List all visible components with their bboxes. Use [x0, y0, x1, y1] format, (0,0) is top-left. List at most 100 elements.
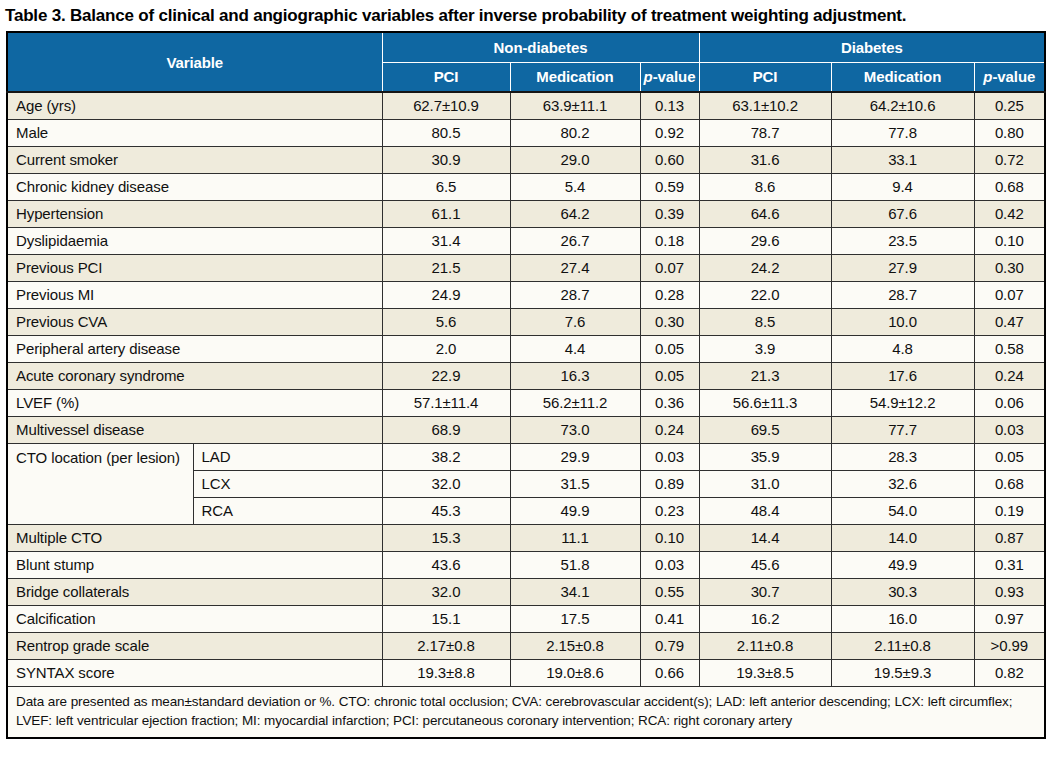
column-header-pvalue-nondiabetes: p-value: [640, 62, 699, 92]
cell-value: 30.7: [699, 578, 831, 605]
cell-value: 0.93: [974, 578, 1045, 605]
cell-value: 0.42: [974, 200, 1045, 227]
cell-value: 22.9: [382, 362, 510, 389]
cell-value: 0.19: [974, 497, 1045, 524]
cell-value: 49.9: [831, 551, 974, 578]
cell-value: 19.3±8.8: [382, 659, 510, 686]
cell-value: 7.6: [510, 308, 640, 335]
cell-value: 0.18: [640, 227, 699, 254]
cell-value: 67.6: [831, 200, 974, 227]
cell-value: 27.4: [510, 254, 640, 281]
cell-value: 63.1±10.2: [699, 92, 831, 119]
cell-value: 0.24: [640, 416, 699, 443]
cell-value: 69.5: [699, 416, 831, 443]
cell-value: 0.97: [974, 605, 1045, 632]
cell-value: 0.39: [640, 200, 699, 227]
cell-value: 14.4: [699, 524, 831, 551]
row-label: Current smoker: [7, 146, 382, 173]
table-row: SYNTAX score19.3±8.819.0±8.60.6619.3±8.5…: [7, 659, 1045, 686]
cell-value: 0.89: [640, 470, 699, 497]
cell-value: 0.58: [974, 335, 1045, 362]
sub-row-label: RCA: [193, 497, 382, 524]
row-label: Chronic kidney disease: [7, 173, 382, 200]
cell-value: 57.1±11.4: [382, 389, 510, 416]
table-row: Previous CVA5.67.60.308.510.00.47: [7, 308, 1045, 335]
column-header-medication-diabetes: Medication: [831, 62, 974, 92]
cell-value: 4.4: [510, 335, 640, 362]
cell-value: >0.99: [974, 632, 1045, 659]
table-row: Previous MI24.928.70.2822.028.70.07: [7, 281, 1045, 308]
cell-value: 48.4: [699, 497, 831, 524]
cell-value: 21.5: [382, 254, 510, 281]
cell-value: 31.5: [510, 470, 640, 497]
row-label: Bridge collaterals: [7, 578, 382, 605]
cell-value: 2.11±0.8: [831, 632, 974, 659]
cell-value: 49.9: [510, 497, 640, 524]
column-header-pvalue-diabetes: p-value: [974, 62, 1045, 92]
cell-value: 63.9±11.1: [510, 92, 640, 119]
cell-value: 43.6: [382, 551, 510, 578]
cell-value: 0.55: [640, 578, 699, 605]
column-header-pci-nondiabetes: PCI: [382, 62, 510, 92]
table-row: Age (yrs)62.7±10.963.9±11.10.1363.1±10.2…: [7, 92, 1045, 119]
cell-value: 26.7: [510, 227, 640, 254]
cell-value: 34.1: [510, 578, 640, 605]
cell-value: 0.03: [640, 551, 699, 578]
row-label: Rentrop grade scale: [7, 632, 382, 659]
cell-value: 0.30: [974, 254, 1045, 281]
table-row: Peripheral artery disease2.04.40.053.94.…: [7, 335, 1045, 362]
cell-value: 45.3: [382, 497, 510, 524]
cell-value: 54.9±12.2: [831, 389, 974, 416]
row-label: LVEF (%): [7, 389, 382, 416]
cell-value: 31.0: [699, 470, 831, 497]
cell-value: 9.4: [831, 173, 974, 200]
cell-value: 0.87: [974, 524, 1045, 551]
cell-value: 24.2: [699, 254, 831, 281]
cell-value: 0.47: [974, 308, 1045, 335]
cell-value: 32.0: [382, 578, 510, 605]
cell-value: 0.66: [640, 659, 699, 686]
row-label: Previous PCI: [7, 254, 382, 281]
p-rest: -value: [992, 68, 1035, 85]
table-header: Variable Non-diabetes Diabetes PCI Medic…: [7, 32, 1045, 92]
cell-value: 0.23: [640, 497, 699, 524]
cell-value: 15.1: [382, 605, 510, 632]
cell-value: 31.6: [699, 146, 831, 173]
cell-value: 8.6: [699, 173, 831, 200]
group-header-non-diabetes: Non-diabetes: [382, 32, 699, 62]
cell-value: 29.9: [510, 443, 640, 470]
row-label: Blunt stump: [7, 551, 382, 578]
p-rest: -value: [653, 68, 696, 85]
cell-value: 38.2: [382, 443, 510, 470]
cell-value: 19.0±8.6: [510, 659, 640, 686]
group-header-diabetes: Diabetes: [699, 32, 1045, 62]
cell-value: 0.05: [640, 335, 699, 362]
cell-value: 0.06: [974, 389, 1045, 416]
cell-value: 0.28: [640, 281, 699, 308]
cell-value: 19.3±8.5: [699, 659, 831, 686]
cell-value: 11.1: [510, 524, 640, 551]
cell-value: 24.9: [382, 281, 510, 308]
cell-value: 23.5: [831, 227, 974, 254]
row-label: Previous MI: [7, 281, 382, 308]
cell-value: 73.0: [510, 416, 640, 443]
column-header-variable: Variable: [7, 32, 382, 92]
cell-value: 0.30: [640, 308, 699, 335]
cell-value: 14.0: [831, 524, 974, 551]
cell-value: 78.7: [699, 119, 831, 146]
cell-value: 68.9: [382, 416, 510, 443]
table-row: Rentrop grade scale2.17±0.82.15±0.80.792…: [7, 632, 1045, 659]
cell-value: 61.1: [382, 200, 510, 227]
footnote-row: Data are presented as mean±standard devi…: [7, 686, 1045, 738]
cell-value: 10.0: [831, 308, 974, 335]
cell-value: 2.11±0.8: [699, 632, 831, 659]
table-row: CTO location (per lesion)LAD38.229.90.03…: [7, 443, 1045, 470]
cell-value: 0.10: [974, 227, 1045, 254]
cell-value: 0.82: [974, 659, 1045, 686]
row-label: Dyslipidaemia: [7, 227, 382, 254]
cell-value: 0.03: [974, 416, 1045, 443]
cell-value: 0.79: [640, 632, 699, 659]
cell-value: 64.2: [510, 200, 640, 227]
cell-value: 2.17±0.8: [382, 632, 510, 659]
cell-value: 27.9: [831, 254, 974, 281]
